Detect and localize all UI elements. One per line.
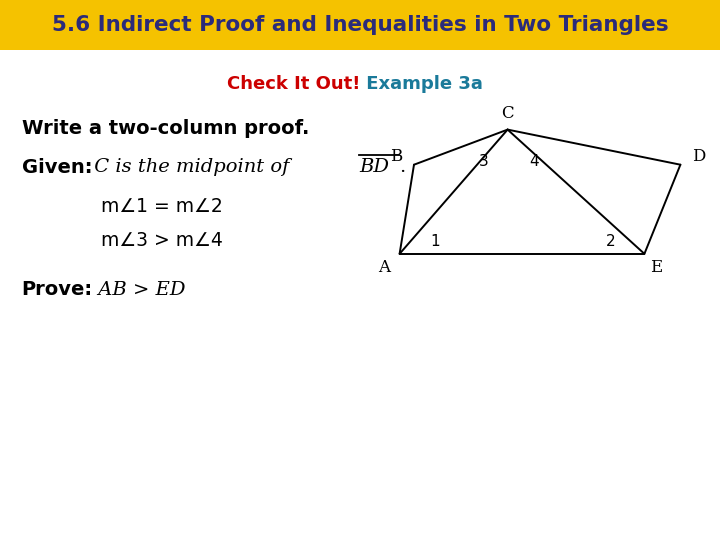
Text: 5.6 Indirect Proof and Inequalities in Two Triangles: 5.6 Indirect Proof and Inequalities in T…: [52, 15, 668, 35]
Text: 1: 1: [430, 234, 440, 249]
Text: BD: BD: [359, 158, 390, 177]
Text: Check It Out!: Check It Out!: [227, 75, 360, 93]
Text: A: A: [378, 259, 390, 276]
Text: Prove:: Prove:: [22, 280, 93, 300]
Text: .: .: [400, 158, 406, 177]
Text: m∠3 > m∠4: m∠3 > m∠4: [101, 231, 222, 250]
Bar: [0, 0, 720, 50]
Text: 4: 4: [529, 154, 539, 170]
Text: Example 3a: Example 3a: [360, 75, 483, 93]
Text: m∠1 = m∠2: m∠1 = m∠2: [101, 197, 222, 216]
Text: Write a two-column proof.: Write a two-column proof.: [22, 119, 309, 138]
Text: AB > ED: AB > ED: [92, 281, 186, 299]
Text: C: C: [501, 105, 514, 122]
Text: 2: 2: [606, 234, 616, 249]
Text: C is the midpoint of: C is the midpoint of: [88, 158, 295, 177]
Text: B: B: [390, 148, 402, 165]
Text: D: D: [692, 148, 705, 165]
Text: Given:: Given:: [22, 158, 92, 177]
Text: 3: 3: [479, 154, 489, 170]
Text: E: E: [650, 259, 663, 276]
